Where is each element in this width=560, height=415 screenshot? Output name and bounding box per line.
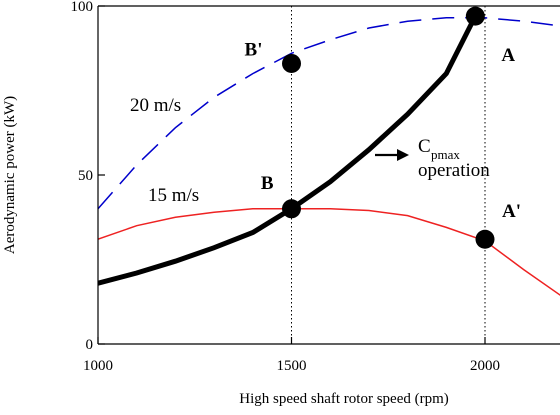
x-tick-label: 1000 xyxy=(83,358,113,374)
cpmax-arrow-head xyxy=(397,149,409,161)
y-tick-label: 0 xyxy=(86,337,94,353)
point-label: B' xyxy=(245,39,263,60)
y-axis-title: Aerodynamic power (kW) xyxy=(2,96,18,254)
x-tick-label: 1500 xyxy=(277,358,307,374)
plot-layer xyxy=(98,6,560,344)
point-label: A' xyxy=(502,201,521,222)
text-layer: 1000 1500 2000 0 50 100 High speed shaft rotor… xyxy=(2,0,521,407)
point-marker-4 xyxy=(475,229,495,249)
point-marker-2 xyxy=(465,6,485,26)
point-label: B xyxy=(261,173,274,194)
series-line-1 xyxy=(98,17,560,210)
series-line-2 xyxy=(98,208,560,296)
axes-layer xyxy=(97,5,560,345)
point-marker-3 xyxy=(282,199,301,219)
y-tick-label: 100 xyxy=(71,0,94,15)
x-tick-label: 2000 xyxy=(470,358,500,374)
cpmax-symbol: C xyxy=(418,136,431,157)
y-tick-label: 50 xyxy=(78,168,93,184)
x-axis-title: High speed shaft rotor speed (rpm) xyxy=(239,391,449,407)
plot-area xyxy=(98,6,560,344)
cpmax-subscript: pmax xyxy=(431,147,460,162)
series-label-15: 15 m/s xyxy=(148,185,199,206)
cpmax-operation-label: operation xyxy=(418,160,490,181)
series-label-20: 20 m/s xyxy=(130,95,181,116)
point-marker-1 xyxy=(282,53,301,73)
point-label: A xyxy=(501,45,515,66)
